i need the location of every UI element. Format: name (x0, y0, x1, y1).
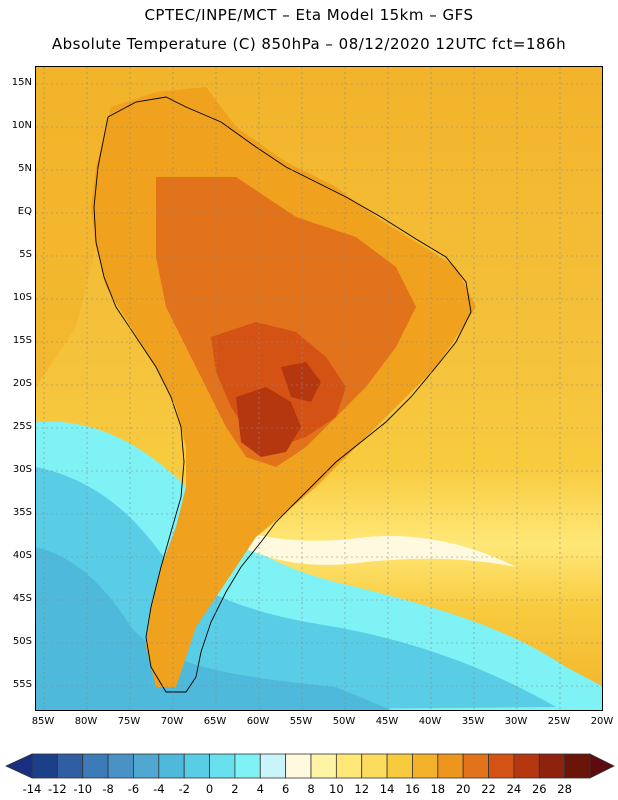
colorbar-swatch (209, 753, 236, 779)
lon-label: 60W (246, 716, 270, 727)
colorbar-label: 24 (506, 782, 522, 796)
colorbar-label: 2 (231, 782, 239, 796)
colorbar-label: 20 (455, 782, 471, 796)
lon-label: 75W (117, 716, 141, 727)
lat-label: 15S (12, 335, 32, 346)
lat-label: 30S (12, 464, 32, 475)
lon-label: 65W (203, 716, 227, 727)
colorbar-label: 28 (557, 782, 572, 796)
colorbar-swatch (82, 753, 109, 779)
colorbar-swatch (462, 753, 489, 779)
lat-label: 55S (12, 679, 32, 690)
colorbar-label: 6 (281, 782, 290, 796)
cold-air-deep (36, 547, 392, 710)
temperature-map (35, 66, 603, 711)
lon-label: 35W (461, 716, 485, 727)
colorbar-swatch (107, 753, 134, 779)
colorbar-label: 10 (329, 782, 344, 796)
colorbar-swatch (335, 753, 363, 779)
colorbar-swatch (513, 753, 540, 779)
lat-label: 45S (12, 593, 32, 604)
colorbar-label: 4 (256, 782, 264, 796)
colorbar-swatch (56, 753, 84, 779)
lon-label: 55W (289, 716, 313, 727)
colorbar-swatch (488, 753, 515, 779)
colorbar (5, 753, 615, 779)
lon-label: 50W (332, 716, 356, 727)
coastline (93, 96, 472, 693)
lon-label: 45W (375, 716, 399, 727)
colorbar-label: -12 (47, 782, 67, 796)
colorbar-swatch (310, 753, 337, 779)
map-canvas (36, 67, 602, 710)
colorbar-arrow-high (589, 753, 615, 779)
colorbar-label: 18 (430, 782, 446, 796)
colorbar-label: -2 (178, 782, 190, 796)
colorbar-label: 26 (531, 782, 547, 796)
lat-label: 35S (12, 507, 32, 518)
lat-label: 40S (12, 550, 32, 561)
colorbar-label: -6 (127, 782, 140, 796)
lat-label: 5S (19, 249, 32, 260)
lon-label: 25W (547, 716, 571, 727)
map-subtitle: Absolute Temperature (C) 850hPa – 08/12/… (51, 35, 567, 53)
hottest-core (236, 387, 301, 457)
colorbar-label: -8 (102, 782, 114, 796)
colorbar-swatch (31, 753, 58, 779)
lon-label: 80W (74, 716, 98, 727)
colorbar-swatch (412, 753, 439, 779)
colorbar-label: -10 (73, 782, 93, 796)
warm-interior (156, 177, 416, 467)
lon-label: 40W (418, 716, 442, 727)
lat-label: 5N (18, 163, 32, 174)
lat-label: 25S (12, 421, 32, 432)
colorbar-swatch (234, 753, 261, 779)
colorbar-label: -14 (22, 782, 42, 796)
colorbar-label: 16 (405, 782, 420, 796)
colorbar-label: -4 (153, 782, 165, 796)
colorbar-label: 0 (205, 782, 214, 796)
colorbar-swatch (259, 753, 287, 779)
lat-label: 50S (12, 636, 32, 647)
colorbar-swatch (564, 753, 591, 779)
colorbar-swatch (538, 753, 566, 779)
colorbar-label: 12 (354, 782, 370, 796)
lon-label: 70W (160, 716, 184, 727)
pale-band (186, 507, 516, 567)
lon-label: 85W (31, 716, 55, 727)
colorbar-label: 22 (481, 782, 496, 796)
colorbar-swatch (437, 753, 464, 779)
colorbar-swatch (133, 753, 160, 779)
colorbar-label: 14 (379, 782, 395, 796)
hottest-core-2 (281, 362, 321, 402)
colorbar-swatch (361, 753, 388, 779)
map-title: CPTEC/INPE/MCT – Eta Model 15km – GFS (144, 6, 474, 24)
colorbar-label: 8 (307, 782, 315, 796)
lat-label: EQ (17, 206, 32, 217)
colorbar-swatch (158, 753, 185, 779)
colorbar-swatch (183, 753, 210, 779)
colorbar-swatch (285, 753, 312, 779)
lon-label: 30W (504, 716, 528, 727)
lat-label: 10N (11, 120, 32, 131)
colorbar-arrow-low (5, 753, 33, 779)
lat-label: 10S (12, 292, 32, 303)
lat-label: 20S (12, 378, 32, 389)
lat-label: 15N (11, 77, 32, 88)
colorbar-swatch (386, 753, 413, 779)
lon-label: 20W (590, 716, 614, 727)
